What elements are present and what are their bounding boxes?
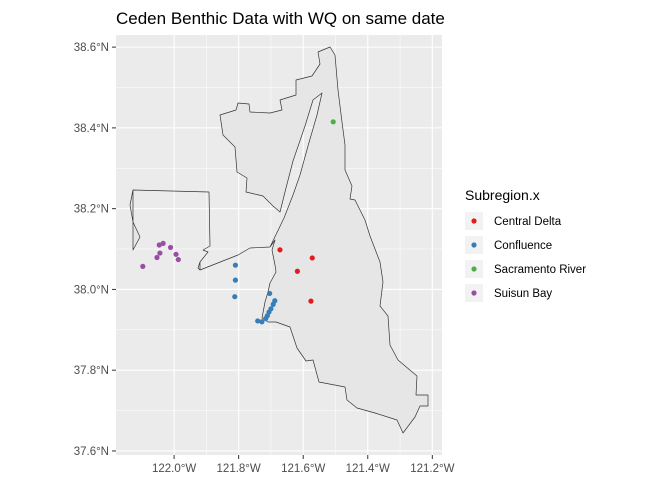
point-confluence [232,262,239,268]
x-tick-label: 121.2°W [410,463,454,475]
point-suisun-bay [160,240,166,246]
x-tick-label: 121.4°W [346,463,390,475]
legend-label-suisun-bay: Suisun Bay [494,288,552,300]
legend-marker-confluence [471,242,477,248]
point-confluence [232,294,238,300]
x-tick-label: 121.6°W [281,463,325,475]
point-confluence [232,277,239,283]
y-tick-label: 37.6°N [74,446,109,458]
y-tick-label: 37.8°N [74,365,109,377]
point-confluence [263,315,269,322]
y-axis: 37.6°N 37.8°N 38.0°N 38.2°N 38.4°N 38.6°N [74,42,116,458]
point-suisun-bay [167,244,174,251]
legend-marker-central-delta [471,218,477,224]
x-tick-label: 122.0°W [152,463,196,475]
point-central-delta [277,247,283,253]
point-confluence [270,301,276,307]
y-tick-label: 38.0°N [74,284,109,296]
y-tick-label: 38.4°N [74,123,109,135]
point-confluence [267,290,273,297]
data-points [140,119,336,325]
y-tick-label: 38.6°N [74,42,109,54]
point-central-delta [308,298,314,304]
point-suisun-bay [157,250,163,256]
legend-marker-sacramento-river [471,266,477,272]
legend-label-sacramento-river: Sacramento River [494,264,586,276]
point-suisun-bay [173,251,179,257]
legend-title: Subregion.x [465,187,540,203]
x-tick-label: 121.8°W [217,463,261,475]
point-central-delta [294,268,300,274]
legend-label-confluence: Confluence [494,240,552,252]
point-suisun-bay [140,263,146,270]
point-central-delta [309,255,315,261]
map-title: Ceden Benthic Data with WQ on same date [116,9,445,28]
point-confluence [259,319,265,325]
delta-region-boundary [129,46,429,434]
major-gridlines [116,35,442,455]
legend-label-central-delta: Central Delta [494,216,562,228]
point-sacramento-river [330,119,336,125]
legend: Subregion.x Central Delta Confluence Sacra… [465,187,586,302]
y-tick-label: 38.2°N [74,204,109,216]
x-axis: 122.0°W 121.8°W 121.6°W 121.4°W 121.2°W [152,455,455,475]
point-confluence [255,318,261,324]
point-suisun-bay [154,254,160,261]
point-suisun-bay [175,256,181,263]
legend-marker-suisun-bay [471,290,477,296]
